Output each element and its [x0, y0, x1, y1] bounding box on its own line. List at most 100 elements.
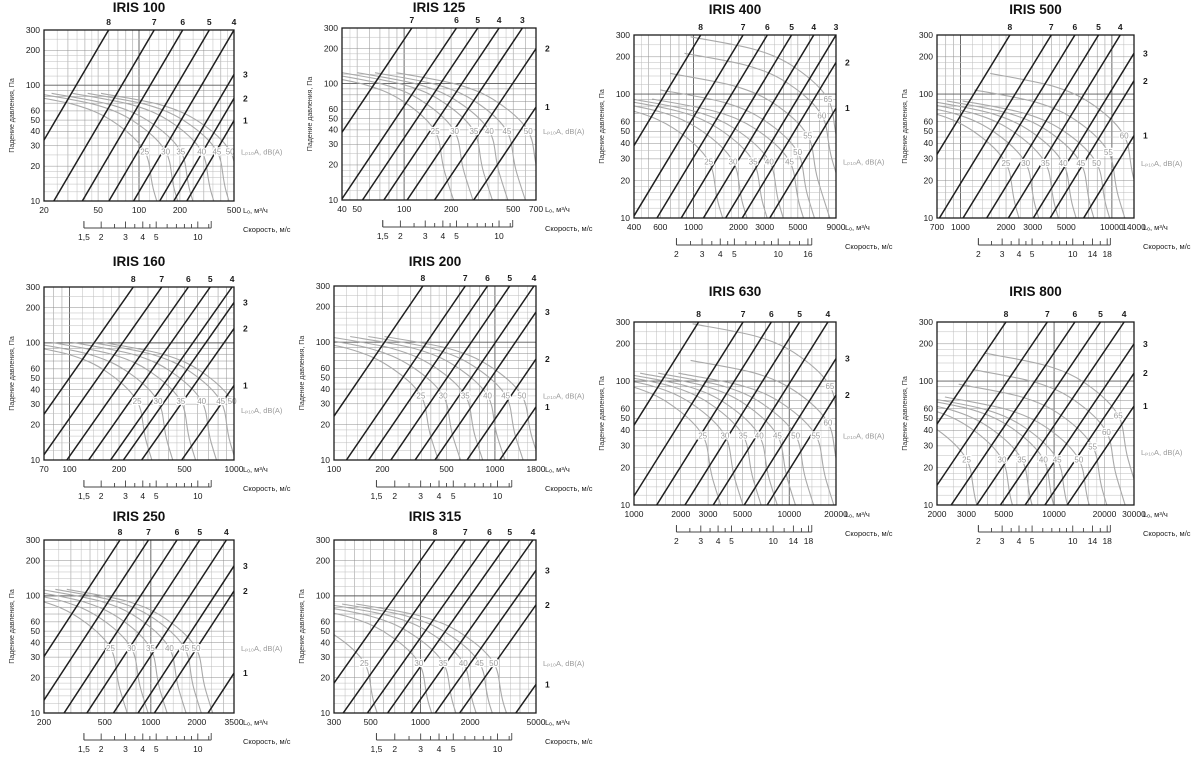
- svg-text:300: 300: [919, 317, 933, 327]
- svg-text:300: 300: [616, 30, 630, 40]
- velocity-ruler: 2 3 4 5 10 14 18: [976, 525, 1112, 546]
- svg-text:40: 40: [1039, 455, 1048, 464]
- svg-text:4: 4: [140, 232, 145, 242]
- right-position-labels: 3 2 1: [243, 298, 248, 391]
- svg-text:200: 200: [324, 43, 338, 53]
- svg-text:2: 2: [398, 231, 403, 241]
- svg-text:3000: 3000: [699, 509, 718, 519]
- svg-text:1000: 1000: [485, 464, 504, 474]
- svg-text:30: 30: [414, 659, 423, 668]
- svg-text:500: 500: [506, 204, 520, 214]
- position-lines: [44, 30, 234, 201]
- y-axis-title: Падение давления, Па: [9, 336, 16, 411]
- svg-text:3: 3: [123, 491, 128, 501]
- x-tick-labels: 2000 3000 5000 10000 20000 30000: [928, 509, 1147, 519]
- svg-text:100: 100: [616, 376, 630, 386]
- svg-text:5000: 5000: [788, 222, 807, 232]
- svg-text:50: 50: [793, 148, 802, 157]
- svg-text:2: 2: [99, 491, 104, 501]
- velocity-ruler: 2 3 4 5 10 14 18: [976, 238, 1112, 259]
- plot-frame: [936, 34, 1135, 219]
- svg-text:200: 200: [173, 205, 187, 215]
- chart-iris-200: 25 30 35 40 45 50 300 200 100 60 50 40 30 20 10 100 200 5…: [292, 254, 600, 506]
- svg-text:1000: 1000: [684, 222, 703, 232]
- right-position-labels: 3 2 1: [243, 69, 248, 125]
- svg-text:50: 50: [1092, 159, 1101, 168]
- svg-text:8: 8: [106, 17, 111, 27]
- svg-text:50: 50: [924, 126, 934, 136]
- svg-text:40: 40: [31, 637, 41, 647]
- velocity-axis-title: Скорость, м/с: [1143, 242, 1191, 251]
- svg-text:2000: 2000: [729, 222, 748, 232]
- svg-text:5: 5: [729, 536, 734, 546]
- chart-iris-800: 25 30 35 40 45 50 55 60 65 300 200 100 60 50 40 30 20 10 2…: [895, 268, 1198, 558]
- svg-text:3: 3: [418, 744, 423, 754]
- chart-svg: 25 30 35 40 45 505560653002001006050403020102…: [902, 284, 1191, 546]
- svg-text:30: 30: [924, 154, 934, 164]
- svg-text:2000: 2000: [997, 222, 1016, 232]
- plot-frame: [936, 321, 1135, 506]
- velocity-axis-title: Скорость, м/с: [243, 484, 291, 493]
- velocity-ruler: 1,5 2 3 4 5 10: [78, 733, 212, 754]
- svg-text:3: 3: [243, 298, 248, 308]
- noise-curves: [937, 72, 1134, 218]
- position-lines: [634, 322, 836, 505]
- svg-text:35: 35: [1041, 159, 1050, 168]
- svg-text:500: 500: [98, 717, 112, 727]
- velocity-ruler: 2 3 4 5 10 14 18: [674, 525, 814, 546]
- svg-text:2: 2: [243, 93, 248, 103]
- svg-text:4: 4: [1017, 536, 1022, 546]
- top-position-labels: 8 7 6 5 4: [421, 273, 537, 283]
- svg-text:16: 16: [803, 249, 813, 259]
- svg-text:5: 5: [154, 491, 159, 501]
- svg-text:200: 200: [26, 555, 40, 565]
- right-position-labels: 3 2 1: [243, 561, 248, 678]
- top-position-labels: 8 7 6 5 4: [1008, 22, 1123, 32]
- svg-text:100: 100: [324, 78, 338, 88]
- svg-text:50: 50: [192, 644, 201, 653]
- svg-text:100: 100: [316, 337, 330, 347]
- svg-text:200: 200: [919, 339, 933, 349]
- svg-text:30: 30: [1021, 159, 1030, 168]
- svg-text:20: 20: [321, 419, 331, 429]
- svg-text:7: 7: [463, 527, 468, 537]
- svg-text:50: 50: [321, 626, 331, 636]
- svg-text:300: 300: [26, 25, 40, 35]
- svg-text:50: 50: [524, 127, 533, 136]
- svg-text:4: 4: [718, 249, 723, 259]
- svg-text:20000: 20000: [1093, 509, 1117, 519]
- svg-text:10: 10: [321, 708, 331, 718]
- position-lines: [334, 286, 536, 460]
- y-axis-title: Падение давления, Па: [902, 89, 909, 164]
- chart-svg: 25 30 35 40 45 50 5560653002001006050403020101…: [599, 284, 893, 546]
- plot-frame: [333, 539, 537, 714]
- svg-text:1,5: 1,5: [78, 744, 90, 754]
- svg-text:20: 20: [31, 161, 41, 171]
- svg-text:3: 3: [418, 491, 423, 501]
- svg-text:1000: 1000: [411, 717, 430, 727]
- svg-text:5: 5: [797, 309, 802, 319]
- svg-text:2: 2: [243, 586, 248, 596]
- svg-text:25: 25: [106, 644, 115, 653]
- flow-axis-title: Lₒ, м³/ч: [243, 718, 268, 727]
- svg-text:50: 50: [621, 413, 631, 423]
- svg-text:50: 50: [226, 147, 235, 156]
- noise-labels: 25 30 35 40 45 50: [415, 390, 528, 402]
- x-tick-labels: 300 500 1000 2000 5000: [327, 717, 546, 727]
- noise-axis-title: Lₚ₁₀A, dB(A): [843, 431, 885, 440]
- svg-text:45: 45: [216, 397, 225, 406]
- svg-text:65: 65: [1114, 411, 1123, 420]
- svg-text:2: 2: [674, 249, 679, 259]
- svg-text:10000: 10000: [1100, 222, 1124, 232]
- svg-text:20: 20: [924, 463, 934, 473]
- svg-text:2000: 2000: [671, 509, 690, 519]
